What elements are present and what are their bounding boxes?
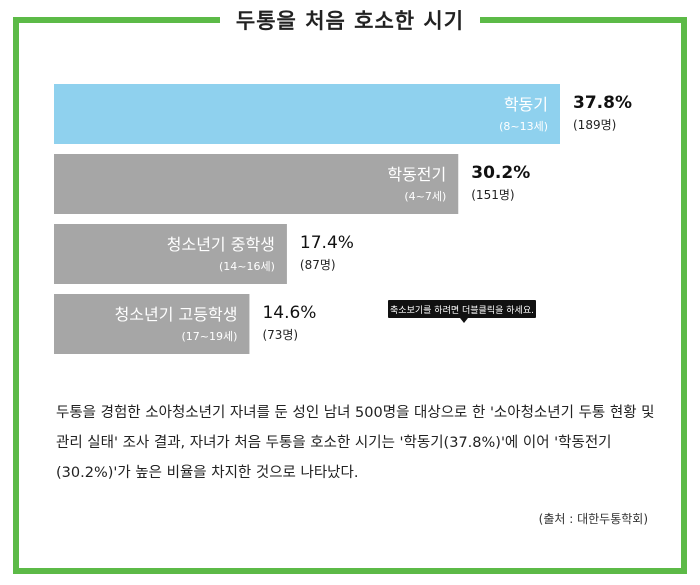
count-label-3: (73명) xyxy=(262,328,298,342)
value-label-2: 17.4% xyxy=(300,233,354,253)
count-label-0: (189명) xyxy=(573,118,616,132)
value-label-1: 30.2% xyxy=(471,163,530,183)
bar-sublabel-1: (4~7세) xyxy=(404,190,446,203)
value-label-0: 37.8% xyxy=(573,93,632,113)
bar-label-1: 학동전기 xyxy=(387,165,446,184)
count-label-1: (151명) xyxy=(471,188,514,202)
title-area: 두통을 처음 호소한 시기 xyxy=(0,4,700,36)
bar-0 xyxy=(54,84,560,144)
count-label-2: (87명) xyxy=(300,258,336,272)
bar-label-0: 학동기 xyxy=(504,95,548,114)
source-note: (출처 : 대한두통학회) xyxy=(538,512,648,526)
bar-sublabel-3: (17~19세) xyxy=(182,330,238,343)
bar-2 xyxy=(54,224,287,284)
bar-sublabel-2: (14~16세) xyxy=(219,260,275,273)
zoom-tooltip: 축소보기를 하려면 더블클릭을 하세요. xyxy=(388,300,536,323)
bar-3 xyxy=(54,294,250,354)
bar-sublabel-0: (8~13세) xyxy=(499,120,548,133)
bar-1 xyxy=(54,154,459,214)
value-label-3: 14.6% xyxy=(262,303,316,323)
bar-label-2: 청소년기 중학생 xyxy=(167,235,275,254)
chart-title: 두통을 처음 호소한 시기 xyxy=(219,5,481,35)
bar-label-3: 청소년기 고등학생 xyxy=(115,305,238,324)
description-text: 두통을 경험한 소아청소년기 자녀를 둔 성인 남녀 500명을 대상으로 한 … xyxy=(56,405,655,481)
